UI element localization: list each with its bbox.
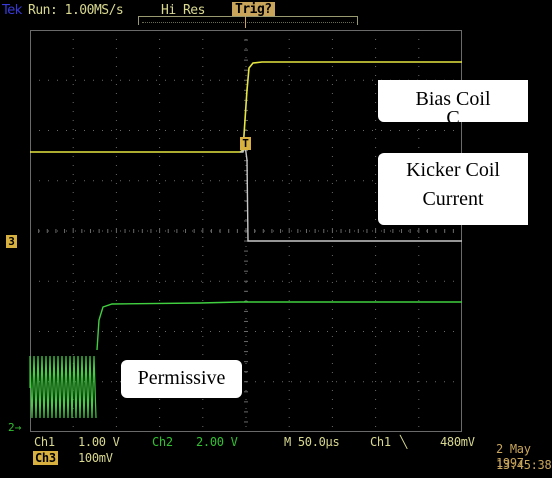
kicker-coil-label-line1: Kicker Coil (406, 159, 500, 181)
kicker-coil-label-line2: Current (422, 188, 484, 210)
ch3-label: Ch3 (33, 451, 58, 465)
ch3-scale: 100mV (78, 451, 113, 465)
trigger-status-badge: Trig? (232, 2, 275, 17)
graticule (30, 30, 462, 432)
ch1-scale: 1.00 V (78, 435, 120, 449)
run-status: Run: 1.00MS/s (28, 3, 124, 18)
ch3-ground-marker: 3 (6, 235, 17, 248)
ch2-label: Ch2 (152, 435, 173, 449)
ch2-ground-marker: 2→ (8, 421, 22, 434)
date-readout: 2 May 1997 (496, 442, 531, 470)
bias-coil-label: Bias Coil C (378, 80, 528, 122)
time-readout: 13:45:38 (496, 458, 552, 472)
record-position-track (142, 22, 354, 23)
ch2-noise-path (29, 355, 97, 419)
ch2-noise-burst (29, 355, 97, 419)
permissive-label: Permissive (121, 360, 242, 398)
brand-logo: Tek (2, 3, 22, 18)
trigger-slope-icon: ╲ (400, 435, 407, 449)
kicker-coil-label: Kicker Coil Current (378, 153, 528, 225)
record-position-bracket (138, 16, 358, 25)
trigger-point-marker: T (240, 137, 251, 150)
ch2-waveform (96, 301, 462, 351)
timebase-readout: M 50.0µs (284, 435, 340, 449)
trigger-source: Ch1 (370, 435, 391, 449)
trigger-position-tick (245, 14, 246, 28)
bias-coil-label-clipped: C (446, 107, 460, 122)
acquisition-mode: Hi Res (161, 3, 205, 18)
ch1-label: Ch1 (34, 435, 55, 449)
bias-coil-label-text: Bias Coil (415, 88, 491, 110)
ch2-scale: 2.00 V (196, 435, 238, 449)
status-bar: Tek Run: 1.00MS/s Hi Res Trig? (0, 0, 552, 28)
trigger-level: 480mV (440, 435, 475, 449)
ch3-waveform (240, 144, 462, 242)
readout-bar: Ch1 1.00 V Ch2 2.00 V M 50.0µs Ch1 ╲ 480… (0, 432, 552, 478)
